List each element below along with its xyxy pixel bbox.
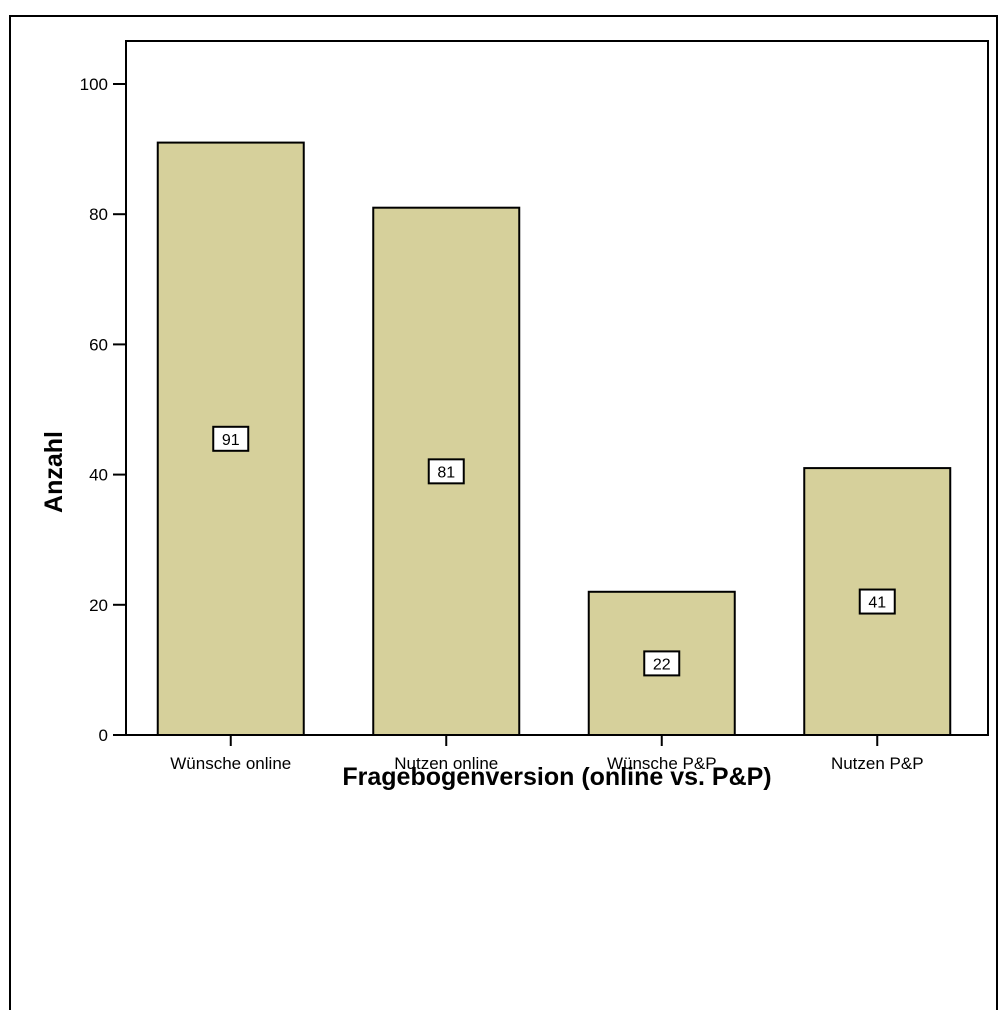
- figure-border: [9, 15, 998, 1015]
- y-tick-label: 40: [89, 466, 108, 485]
- data-label: 22: [653, 656, 671, 673]
- y-tick-label: 20: [89, 596, 108, 615]
- x-tick-label: Wünsche online: [170, 754, 291, 773]
- x-axis-title: Fragebogenversion (online vs. P&P): [342, 763, 771, 791]
- y-tick-label: 100: [80, 75, 108, 94]
- x-axis: Wünsche online Nutzen online Wünsche P&P Nu…: [170, 735, 924, 773]
- data-label-box: [858, 588, 896, 615]
- y-axis-title: Anzahl: [40, 431, 68, 513]
- data-label: 91: [222, 432, 240, 449]
- x-tick-label: Wünsche P&P: [607, 754, 717, 773]
- plot-frame: [125, 40, 989, 736]
- y-tick-label: 60: [89, 335, 108, 354]
- x-tick-label: Nutzen P&P: [831, 754, 924, 773]
- data-label-box: [643, 650, 681, 677]
- y-tick-label: 0: [99, 726, 108, 745]
- data-label: 41: [868, 595, 886, 612]
- data-label-box: [427, 458, 465, 485]
- y-tick-label: 80: [89, 205, 108, 224]
- data-label-box: [212, 425, 250, 452]
- y-axis: 0 20 40 60 80 100: [80, 75, 126, 745]
- data-label: 81: [437, 464, 455, 481]
- bar-series: 91 81 22 41: [156, 141, 952, 737]
- x-tick-label: Nutzen online: [394, 754, 498, 773]
